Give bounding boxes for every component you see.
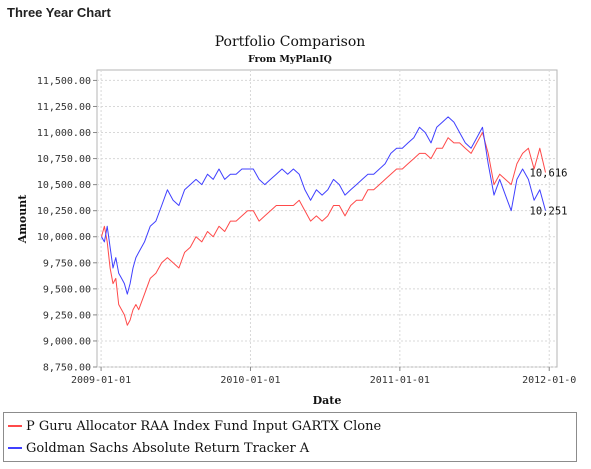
y-tick-label: 10,000.00 <box>37 232 91 243</box>
y-axis-label: Amount <box>16 194 29 245</box>
legend-swatch-blue <box>8 447 22 449</box>
y-tick-label: 9,250.00 <box>43 310 91 321</box>
legend-swatch-red <box>8 425 22 427</box>
y-tick-label: 11,500.00 <box>37 76 91 87</box>
axes-layer: 8,750.00 9,000.00 9,250.00 9,500.00 9,750.00… <box>37 76 577 386</box>
y-tick-label: 11,250.00 <box>37 102 91 113</box>
end-labels-layer: 10,616 10,251 <box>530 168 568 218</box>
y-tick-label: 8,750.00 <box>43 363 91 374</box>
chart-subtitle: From MyPlanIQ <box>248 54 332 65</box>
y-tick-label: 10,500.00 <box>37 180 91 191</box>
plot-area <box>96 69 558 368</box>
x-tick-label: 2010-01-01 <box>220 375 280 386</box>
chart-title: Portfolio Comparison <box>215 34 366 50</box>
x-axis-label: Date <box>313 394 342 407</box>
series-end-label-2: 10,251 <box>530 206 568 218</box>
legend-item-series-2: Goldman Sachs Absolute Return Tracker A <box>8 438 309 458</box>
y-tick-label: 9,750.00 <box>43 258 91 269</box>
portfolio-comparison-chart: Portfolio Comparison From MyPlanIQ 8,750… <box>16 34 577 407</box>
x-tick-label: 2011-01-01 <box>370 375 430 386</box>
x-tick-label: 2012-01-0 <box>522 375 576 386</box>
series-line-1 <box>101 132 546 326</box>
legend-item-series-1: P Guru Allocator RAA Index Fund Input GA… <box>8 416 381 436</box>
y-tick-label: 9,500.00 <box>43 284 91 295</box>
y-tick-label: 10,750.00 <box>37 154 91 165</box>
y-tick-label: 10,250.00 <box>37 206 91 217</box>
page-title: Three Year Chart <box>7 5 111 20</box>
y-tick-label: 9,000.00 <box>43 336 91 347</box>
series-end-label-1: 10,616 <box>530 168 568 180</box>
series-line-2 <box>101 116 546 295</box>
legend-label-series-1: P Guru Allocator RAA Index Fund Input GA… <box>26 418 382 434</box>
legend: P Guru Allocator RAA Index Fund Input GA… <box>3 412 577 462</box>
x-tick-label: 2009-01-01 <box>71 375 131 386</box>
legend-label-series-2: Goldman Sachs Absolute Return Tracker A <box>26 440 310 456</box>
y-tick-label: 11,000.00 <box>37 128 91 139</box>
series-layer <box>101 116 546 326</box>
